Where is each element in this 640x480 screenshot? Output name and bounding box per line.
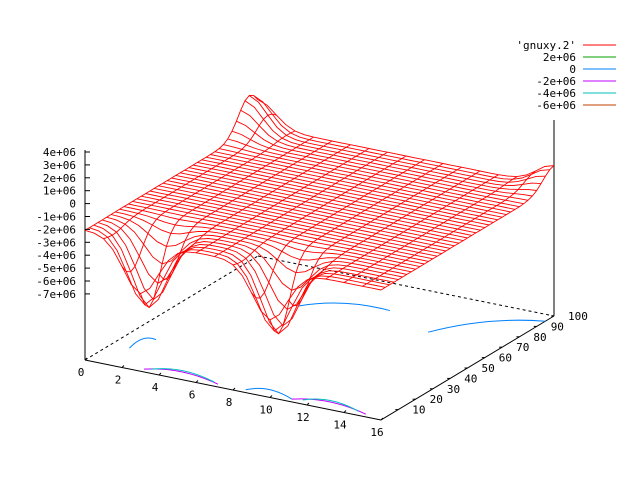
y-tick-label: 60 bbox=[499, 352, 512, 365]
back-edge bbox=[257, 255, 555, 317]
x-tick-label: 8 bbox=[226, 396, 233, 409]
base-contours bbox=[129, 302, 546, 415]
surface-mesh bbox=[84, 95, 555, 335]
surface-line-x bbox=[214, 151, 388, 257]
y-tick-label: 80 bbox=[533, 331, 546, 344]
z-tick-label: 3e+06 bbox=[43, 159, 76, 172]
z-tick-label: -6e+06 bbox=[36, 275, 76, 288]
surface-line-x bbox=[140, 136, 314, 309]
z-tick-label: -3e+06 bbox=[36, 236, 76, 249]
z-tick-label: -7e+06 bbox=[36, 288, 76, 301]
y-tick-label: 40 bbox=[464, 372, 477, 385]
surface-line-y bbox=[231, 130, 529, 201]
y-tick-label: 50 bbox=[482, 362, 495, 375]
surface-line-x bbox=[121, 130, 296, 273]
legend-label: -2e+06 bbox=[536, 75, 576, 88]
surface-line-x bbox=[362, 170, 536, 287]
surface-line-x bbox=[380, 165, 555, 291]
legend: 'gnuxy.2'2e+060-2e+06-4e+06-6e+06 bbox=[516, 39, 616, 112]
x-tick-mark bbox=[380, 417, 384, 421]
surface-line-x bbox=[343, 176, 518, 283]
x-tick-label: 14 bbox=[333, 419, 347, 432]
x-tick-mark bbox=[195, 380, 199, 383]
x-tick-mark bbox=[232, 387, 236, 391]
contour-arc bbox=[298, 302, 391, 312]
back-left-edge bbox=[84, 255, 259, 361]
surface-line-x bbox=[232, 155, 407, 266]
contour-arc bbox=[143, 368, 219, 385]
y-tick-label: 10 bbox=[412, 404, 425, 417]
x-tick-mark bbox=[343, 410, 347, 413]
surface-line-x bbox=[251, 159, 425, 299]
x-tick-label: 0 bbox=[78, 366, 85, 379]
x-tick-label: 16 bbox=[370, 426, 383, 439]
x-tick-mark bbox=[306, 402, 310, 406]
x-tick-mark bbox=[269, 395, 273, 398]
x-tick-label: 10 bbox=[259, 404, 272, 417]
surface-line-x bbox=[158, 140, 333, 280]
y-tick-label: 30 bbox=[447, 383, 460, 396]
z-tick-label: -4e+06 bbox=[36, 249, 76, 262]
legend-label: 0 bbox=[569, 63, 576, 76]
z-tick-label: 4e+06 bbox=[43, 146, 76, 159]
z-tick-label: 2e+06 bbox=[43, 172, 76, 185]
z-tick-label: 0 bbox=[69, 198, 76, 211]
x-tick-label: 12 bbox=[296, 411, 309, 424]
surface-line-y bbox=[249, 95, 546, 183]
x-tick-mark bbox=[158, 372, 162, 376]
surface-line-y bbox=[84, 229, 382, 321]
surface-line-x bbox=[84, 95, 259, 231]
legend-label: 2e+06 bbox=[543, 51, 576, 64]
contour-arc bbox=[291, 398, 367, 415]
surface-line-x bbox=[177, 144, 351, 255]
z-tick-label: -5e+06 bbox=[36, 262, 76, 275]
z-axis-ticks: 4e+063e+062e+061e+060-1e+06-2e+06-3e+06-… bbox=[36, 146, 90, 301]
z-tick-label: 1e+06 bbox=[43, 185, 76, 198]
surface-line-y bbox=[244, 100, 542, 186]
surface-line-x bbox=[103, 113, 277, 240]
surface-line-x bbox=[306, 170, 481, 281]
contour-arc bbox=[302, 398, 359, 412]
y-tick-label: 90 bbox=[551, 320, 564, 333]
x-tick-mark bbox=[84, 357, 88, 361]
surface-line-x bbox=[325, 174, 499, 280]
x-tick-label: 6 bbox=[189, 389, 196, 402]
y-tick-label: 100 bbox=[568, 310, 588, 323]
surface-line-y bbox=[253, 95, 550, 180]
surface-line-x bbox=[195, 148, 370, 254]
surface-line-x bbox=[288, 166, 462, 307]
contour-arc bbox=[129, 337, 157, 349]
legend-label: -4e+06 bbox=[536, 87, 576, 100]
legend-label: -6e+06 bbox=[536, 99, 576, 112]
contour-arc bbox=[427, 319, 546, 333]
x-tick-label: 2 bbox=[115, 374, 122, 387]
contour-arc bbox=[245, 387, 293, 400]
x-tick-label: 4 bbox=[152, 381, 159, 394]
z-tick-label: -1e+06 bbox=[36, 211, 76, 224]
y-tick-label: 20 bbox=[430, 393, 443, 406]
y-axis-ticks: 10 20 30 40 50 60 70 80 90 100 bbox=[395, 310, 588, 417]
y-tick-label: 70 bbox=[516, 341, 529, 354]
z-tick-label: -2e+06 bbox=[36, 223, 76, 236]
x-axis-ticks: 0 2 4 6 8 10 12 14 16 bbox=[78, 357, 384, 439]
x-tick-mark bbox=[121, 365, 125, 368]
contour-arc bbox=[151, 368, 215, 383]
legend-label: 'gnuxy.2' bbox=[516, 39, 576, 52]
surface-line-x bbox=[269, 163, 444, 335]
